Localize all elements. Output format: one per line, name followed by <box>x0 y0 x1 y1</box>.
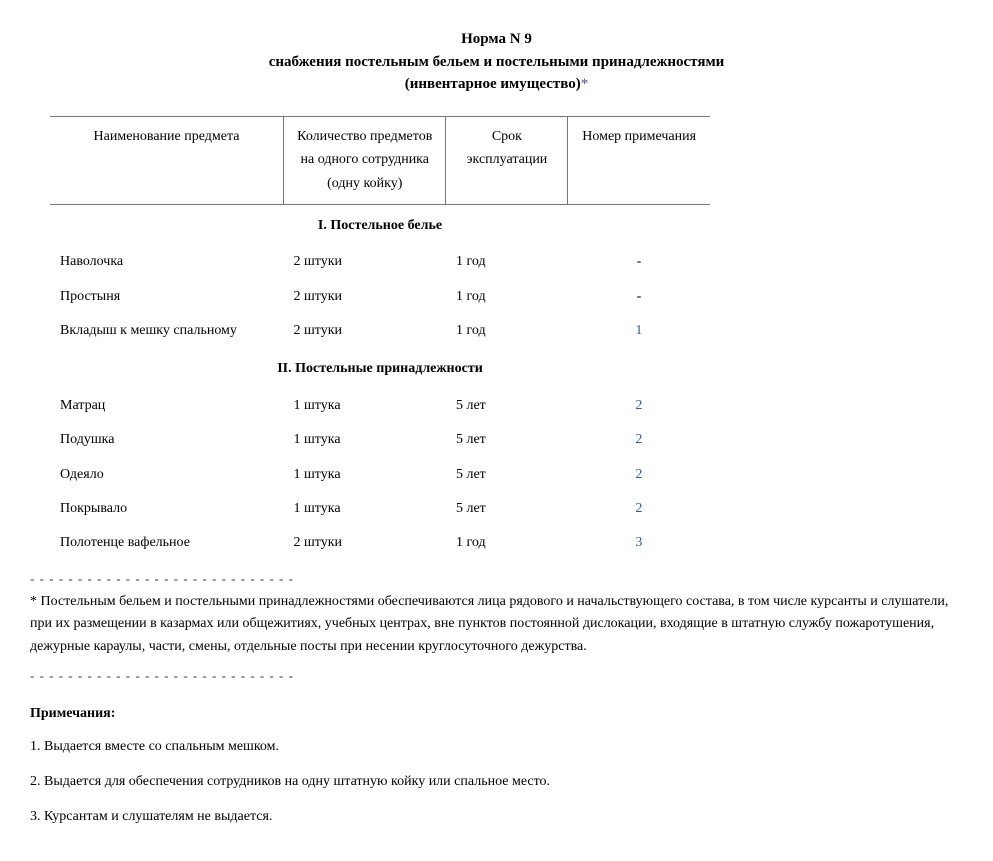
cell-term: 5 лет <box>446 458 568 492</box>
note-item-3: 3. Курсантам и слушателям не выдается. <box>30 806 963 827</box>
table-row: Вкладыш к мешку спальному 2 штуки 1 год … <box>50 314 710 348</box>
cell-name: Вкладыш к мешку спальному <box>50 314 284 348</box>
cell-qty: 1 штука <box>284 492 446 526</box>
cell-name: Наволочка <box>50 245 284 279</box>
cell-term: 1 год <box>446 280 568 314</box>
title-line-3: (инвентарное имущество)* <box>30 73 963 96</box>
cell-name: Подушка <box>50 423 284 457</box>
note-item-2: 2. Выдается для обеспечения сотрудников … <box>30 771 963 792</box>
cell-qty: 2 штуки <box>284 526 446 560</box>
note-ref-2[interactable]: 2 <box>635 501 642 516</box>
note-ref-2[interactable]: 2 <box>635 432 642 447</box>
title-line-1: Норма N 9 <box>30 28 963 51</box>
section-2-title: II. Постельные принадлежности <box>50 348 710 388</box>
cell-qty: 2 штуки <box>284 314 446 348</box>
table-row: Покрывало 1 штука 5 лет 2 <box>50 492 710 526</box>
header-name: Наименование предмета <box>50 116 284 204</box>
supply-table: Наименование предмета Количество предмет… <box>50 116 710 561</box>
table-row: Подушка 1 штука 5 лет 2 <box>50 423 710 457</box>
document-title: Норма N 9 снабжения постельным бельем и … <box>30 28 963 96</box>
title-asterisk-link[interactable]: * <box>581 76 589 92</box>
footnote-text: * Постельным бельем и постельными принад… <box>30 591 963 658</box>
table-header-row: Наименование предмета Количество предмет… <box>50 116 710 204</box>
cell-qty: 1 штука <box>284 389 446 423</box>
cell-term: 5 лет <box>446 389 568 423</box>
note-ref-2[interactable]: 2 <box>635 398 642 413</box>
table-row: Одеяло 1 штука 5 лет 2 <box>50 458 710 492</box>
cell-term: 1 год <box>446 245 568 279</box>
header-note: Номер примечания <box>568 116 710 204</box>
separator-line-bottom: - - - - - - - - - - - - - - - - - - - - … <box>30 668 963 684</box>
cell-note: 1 <box>568 314 710 348</box>
cell-name: Простыня <box>50 280 284 314</box>
cell-name: Матрац <box>50 389 284 423</box>
cell-note: 2 <box>568 458 710 492</box>
section-2-title-row: II. Постельные принадлежности <box>50 348 710 388</box>
table-row: Простыня 2 штуки 1 год - <box>50 280 710 314</box>
table-row: Полотенце вафельное 2 штуки 1 год 3 <box>50 526 710 560</box>
cell-qty: 2 штуки <box>284 245 446 279</box>
note-item-1: 1. Выдается вместе со спальным мешком. <box>30 736 963 757</box>
cell-name: Полотенце вафельное <box>50 526 284 560</box>
table-row: Наволочка 2 штуки 1 год - <box>50 245 710 279</box>
section-1-title-row: I. Постельное белье <box>50 204 710 245</box>
note-ref-2[interactable]: 2 <box>635 467 642 482</box>
cell-qty: 1 штука <box>284 458 446 492</box>
cell-qty: 1 штука <box>284 423 446 457</box>
cell-term: 5 лет <box>446 492 568 526</box>
cell-qty: 2 штуки <box>284 280 446 314</box>
header-term: Срок эксплуатации <box>446 116 568 204</box>
cell-name: Покрывало <box>50 492 284 526</box>
cell-name: Одеяло <box>50 458 284 492</box>
cell-term: 5 лет <box>446 423 568 457</box>
note-ref-1[interactable]: 1 <box>635 323 642 338</box>
note-ref-3[interactable]: 3 <box>635 535 642 550</box>
cell-note: 2 <box>568 389 710 423</box>
header-qty: Количество предметов на одного сотрудник… <box>284 116 446 204</box>
section-1-title: I. Постельное белье <box>50 204 710 245</box>
cell-note: - <box>568 245 710 279</box>
cell-note: 2 <box>568 492 710 526</box>
separator-line-top: - - - - - - - - - - - - - - - - - - - - … <box>30 571 963 587</box>
table-row: Матрац 1 штука 5 лет 2 <box>50 389 710 423</box>
cell-term: 1 год <box>446 526 568 560</box>
cell-term: 1 год <box>446 314 568 348</box>
notes-heading: Примечания: <box>30 706 963 722</box>
cell-note: - <box>568 280 710 314</box>
cell-note: 2 <box>568 423 710 457</box>
title-line-2: снабжения постельным бельем и постельным… <box>30 51 963 74</box>
cell-note: 3 <box>568 526 710 560</box>
